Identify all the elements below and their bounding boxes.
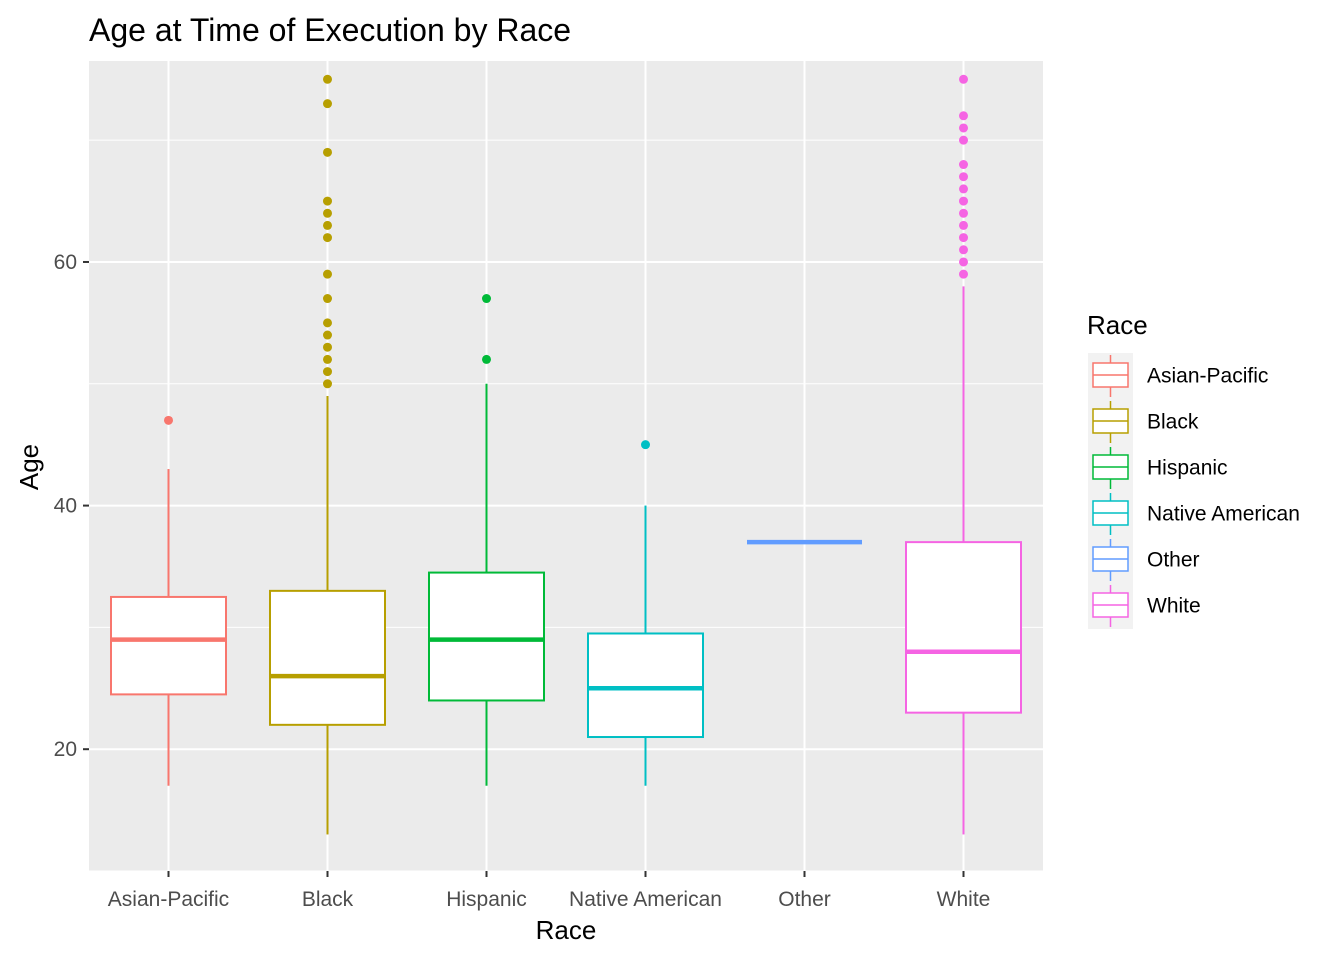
outlier-black-69 <box>323 147 332 157</box>
box-iqr-hispanic <box>428 571 545 702</box>
box-iqr-black <box>269 589 386 726</box>
outlier-white-63 <box>959 220 968 230</box>
outlier-white-60 <box>959 257 968 267</box>
legend-label-native-american: Native American <box>1147 503 1300 526</box>
outlier-black-65 <box>323 196 332 206</box>
outlier-black-73 <box>323 99 332 109</box>
legend-item-native-american: Native American <box>1088 491 1300 537</box>
outlier-white-71 <box>959 123 968 133</box>
legend: Race Asian-Pacific Black Hispanic Native Am… <box>1087 310 1300 629</box>
outlier-black-57 <box>323 294 332 304</box>
legend-item-asian-pacific: Asian-Pacific <box>1088 353 1268 399</box>
legend-item-white: White <box>1088 583 1201 629</box>
box-native-american <box>587 440 704 786</box>
legend-label-black: Black <box>1147 411 1199 434</box>
outlier-hispanic-57 <box>482 294 491 304</box>
outlier-black-62 <box>323 233 332 243</box>
x-axis-title: Race <box>536 915 597 945</box>
y-tick-label-60: 60 <box>54 251 77 274</box>
outlier-black-51 <box>323 367 332 377</box>
x-tick-label-native-american: Native American <box>569 888 722 911</box>
box-asian-pacific <box>110 415 227 786</box>
outlier-white-66 <box>959 184 968 194</box>
box-black <box>269 74 386 835</box>
box-hispanic <box>428 294 545 786</box>
outlier-white-67 <box>959 172 968 182</box>
outlier-black-53 <box>323 342 332 352</box>
boxes <box>110 74 1022 835</box>
x-axis: Asian-Pacific Black Hispanic Native America… <box>108 871 991 911</box>
x-tick-label-white: White <box>937 888 991 911</box>
grid-minor <box>89 139 1043 872</box>
outlier-black-50 <box>323 379 332 389</box>
outlier-black-75 <box>323 74 332 84</box>
legend-label-asian-pacific: Asian-Pacific <box>1147 365 1268 388</box>
outlier-black-52 <box>323 354 332 364</box>
legend-item-black: Black <box>1088 399 1199 445</box>
y-axis: 20 40 60 <box>54 251 89 761</box>
y-axis-title: Age <box>14 444 44 490</box>
outlier-black-55 <box>323 318 332 328</box>
x-tick-label-black: Black <box>302 888 354 911</box>
x-tick-label-asian-pacific: Asian-Pacific <box>108 888 229 911</box>
box-white <box>905 74 1022 835</box>
plot-panel <box>89 61 1043 871</box>
x-tick-label-hispanic: Hispanic <box>446 888 527 911</box>
outlier-white-59 <box>959 269 968 279</box>
legend-label-white: White <box>1147 595 1201 618</box>
outlier-white-62 <box>959 233 968 243</box>
outlier-black-64 <box>323 208 332 218</box>
legend-label-other: Other <box>1147 549 1200 572</box>
outlier-white-64 <box>959 208 968 218</box>
legend-item-other: Other <box>1088 537 1200 583</box>
y-tick-label-40: 40 <box>54 495 77 518</box>
outlier-black-63 <box>323 220 332 230</box>
outlier-white-75 <box>959 74 968 84</box>
outlier-white-72 <box>959 111 968 121</box>
outlier-white-65 <box>959 196 968 206</box>
outlier-black-54 <box>323 330 332 340</box>
outlier-native-american-45 <box>641 440 650 450</box>
outlier-white-70 <box>959 135 968 145</box>
outlier-white-68 <box>959 160 968 170</box>
x-tick-label-other: Other <box>778 888 831 911</box>
legend-label-hispanic: Hispanic <box>1147 457 1228 480</box>
chart-title: Age at Time of Execution by Race <box>89 12 571 48</box>
box-iqr-asian-pacific <box>110 595 227 696</box>
legend-item-hispanic: Hispanic <box>1088 445 1228 491</box>
outlier-asian-pacific-47 <box>164 415 173 425</box>
outlier-white-61 <box>959 245 968 255</box>
box-iqr-native-american <box>587 632 704 739</box>
y-tick-label-20: 20 <box>54 738 77 761</box>
outlier-black-59 <box>323 269 332 279</box>
box-iqr-white <box>905 541 1022 714</box>
legend-title: Race <box>1087 310 1148 340</box>
outlier-hispanic-52 <box>482 354 491 364</box>
